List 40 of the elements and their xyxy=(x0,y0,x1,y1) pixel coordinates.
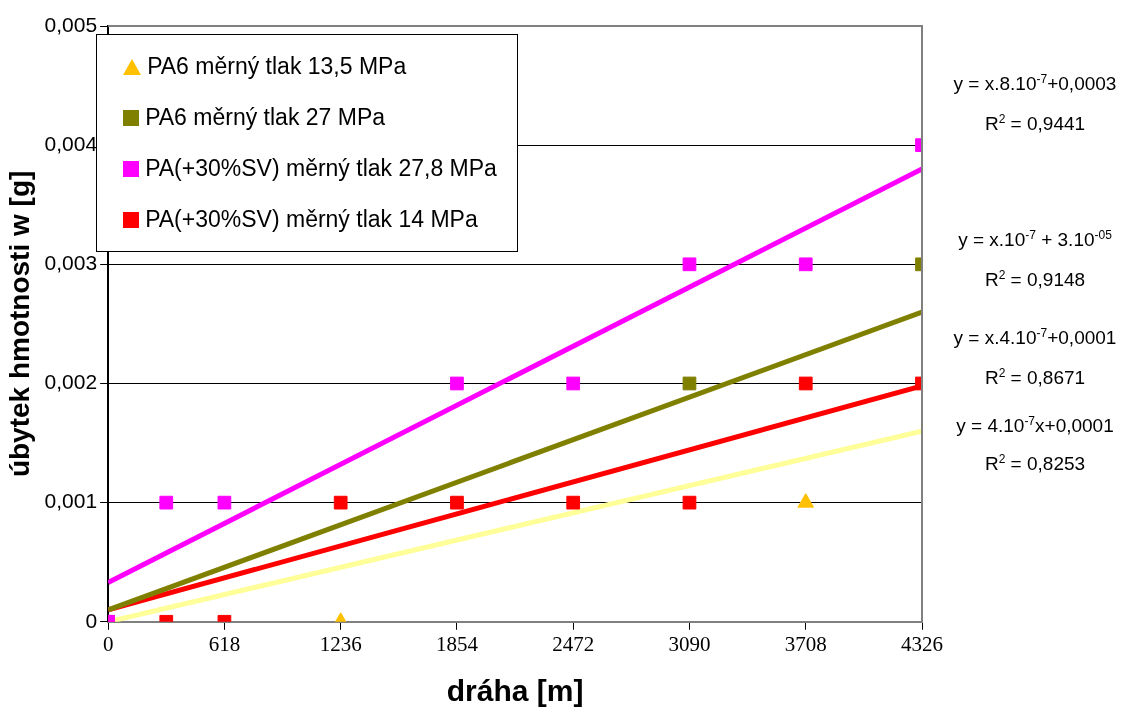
x-tick-label: 1854 xyxy=(435,631,479,656)
text: R$^{2}$ = 0,8253 xyxy=(984,452,1086,476)
text: y = x.4.10$^{-7}$+0,0001 xyxy=(953,326,1117,350)
y-tick-label: 0,004 xyxy=(44,131,98,155)
x-tick-label: 3708 xyxy=(784,631,827,656)
x-tick-label: 4326 xyxy=(901,631,943,656)
point xyxy=(333,495,348,510)
x-tick-label: 2472 xyxy=(552,631,595,656)
y-tick-label: 0 xyxy=(85,608,98,632)
x-tick-label: 1236 xyxy=(319,631,362,656)
x-axis-title: dráha [m] xyxy=(446,674,584,708)
y-axis-title: úbytek hmotnosti w [g] xyxy=(3,170,35,478)
y-tick-label: 0,001 xyxy=(44,489,98,513)
point xyxy=(682,257,697,272)
legend-label: PA(+30%SV) měrný tlak 27,8 MPa xyxy=(145,155,497,182)
point xyxy=(566,495,581,510)
text: R$^{2}$ = 0,8671 xyxy=(984,366,1086,390)
point xyxy=(797,493,815,508)
text: y = x.8.10$^{-7}$+0,0003 xyxy=(953,72,1117,96)
text: y = x.10$^{-7}$ + 3.10$^{-05}$ xyxy=(958,228,1112,252)
legend-label: PA(+30%SV) měrný tlak 14 MPa xyxy=(145,206,478,233)
text: y = 4.10$^{-7}$x+0,0001 xyxy=(956,414,1114,438)
y-tick-label: 0,002 xyxy=(44,370,98,394)
point xyxy=(159,495,174,510)
text: R$^{2}$ = 0,9441 xyxy=(984,112,1086,136)
text: R$^{2}$ = 0,9148 xyxy=(984,268,1086,292)
x-tick-label: 3090 xyxy=(668,631,711,656)
point xyxy=(450,495,464,510)
x-tick-label: 618 xyxy=(208,631,241,656)
legend-label: PA6 měrný tlak 27 MPa xyxy=(145,104,386,131)
legend-label: PA6 měrný tlak 13,5 MPa xyxy=(147,53,407,80)
point xyxy=(798,257,813,272)
y-tick-label: 0,003 xyxy=(44,251,98,275)
point xyxy=(450,376,464,391)
point xyxy=(566,376,581,391)
point xyxy=(217,495,232,510)
point xyxy=(798,376,813,391)
point xyxy=(682,495,697,510)
y-tick-label: 0,005 xyxy=(44,12,98,36)
x-tick-label: 0 xyxy=(102,631,114,656)
